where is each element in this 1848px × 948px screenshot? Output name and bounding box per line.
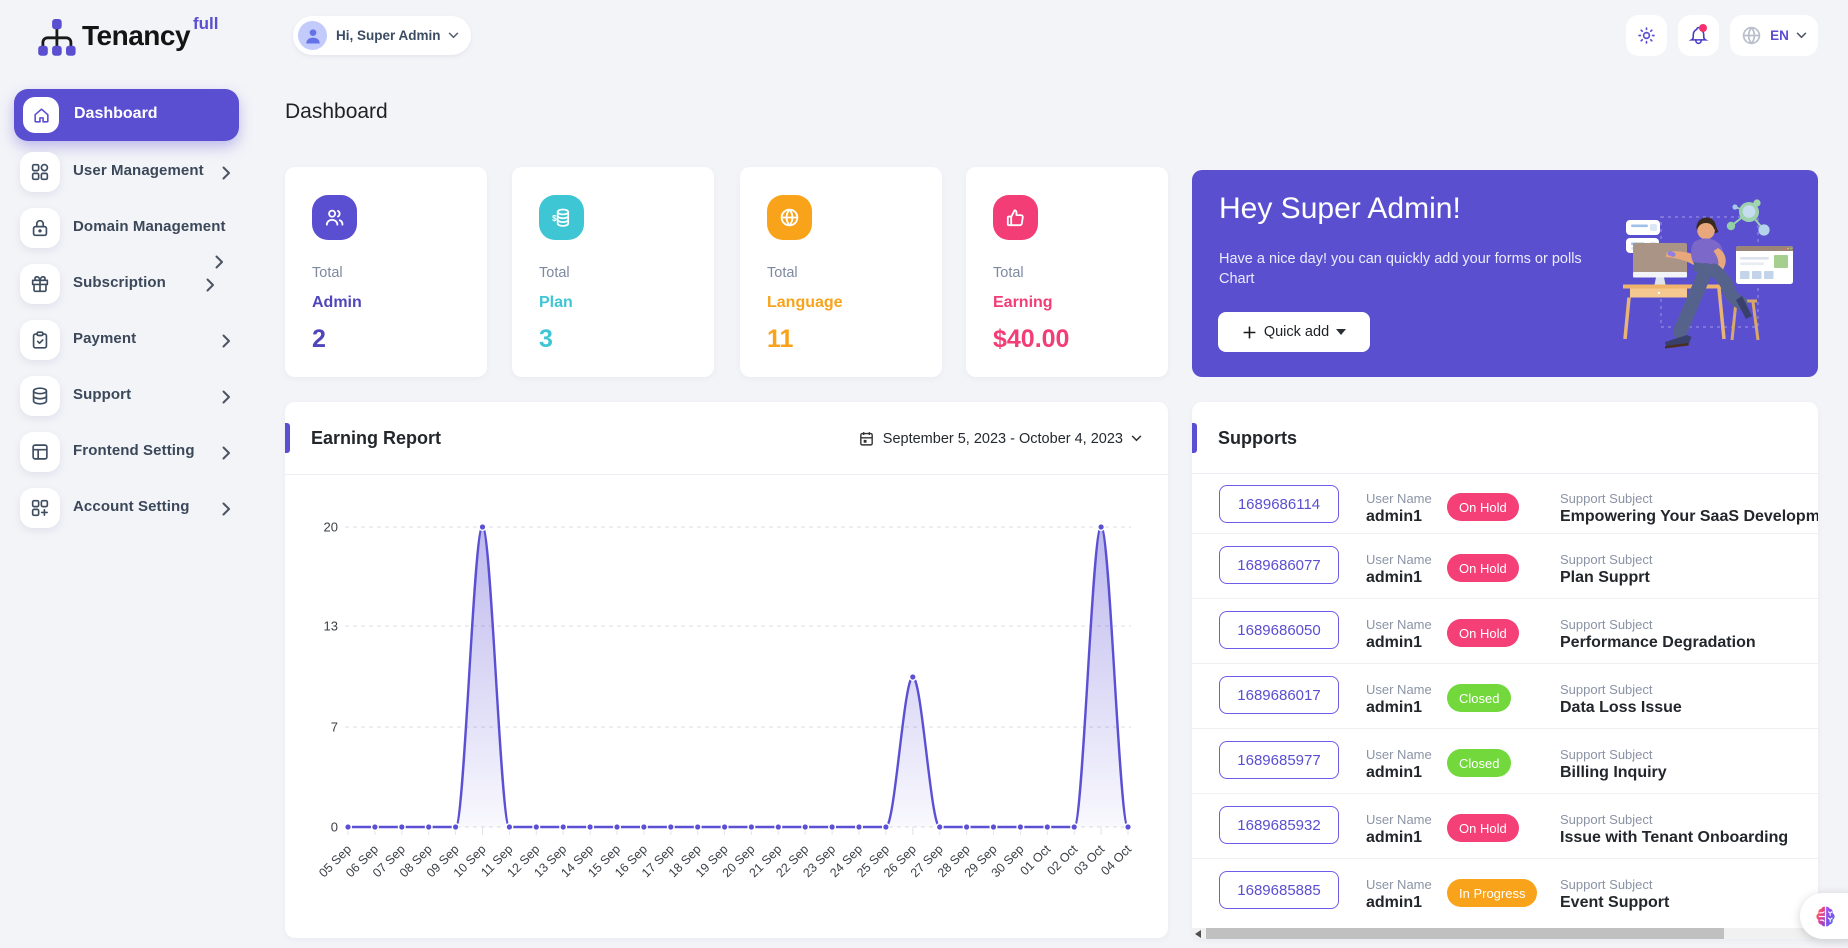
svg-text:04 Oct: 04 Oct	[1098, 842, 1134, 878]
svg-text:13: 13	[324, 619, 338, 634]
svg-text:$: $	[552, 214, 557, 223]
svg-text:0: 0	[331, 820, 338, 835]
svg-text:20: 20	[324, 520, 338, 535]
svg-text:7: 7	[331, 720, 338, 735]
